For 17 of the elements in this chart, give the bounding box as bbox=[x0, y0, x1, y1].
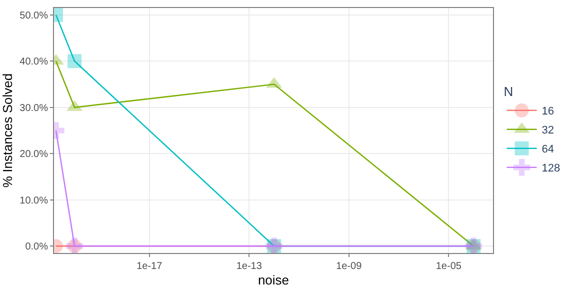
y-tick-label: 0.0% bbox=[25, 242, 48, 253]
y-tick-label: 40.0% bbox=[20, 56, 48, 68]
y-axis-title: % Instances Solved bbox=[0, 73, 15, 188]
x-tick-label: 1e-09 bbox=[336, 261, 362, 272]
legend-label: 32 bbox=[542, 124, 554, 137]
legend-label: 16 bbox=[542, 106, 554, 118]
legend-title: N bbox=[504, 84, 514, 99]
y-tick-label: 20.0% bbox=[20, 149, 48, 160]
x-tick-label: 1e-13 bbox=[236, 261, 262, 272]
legend-label: 64 bbox=[542, 144, 554, 156]
x-axis-title: noise bbox=[258, 272, 290, 288]
legend-label: 128 bbox=[542, 162, 560, 175]
y-tick-label: 50.0% bbox=[20, 10, 48, 22]
x-tick-label: 1e-17 bbox=[136, 261, 163, 272]
x-tick-label: 1e-05 bbox=[436, 261, 462, 272]
y-tick-label: 10.0% bbox=[20, 195, 48, 206]
y-tick-label: 30.0% bbox=[20, 102, 48, 114]
